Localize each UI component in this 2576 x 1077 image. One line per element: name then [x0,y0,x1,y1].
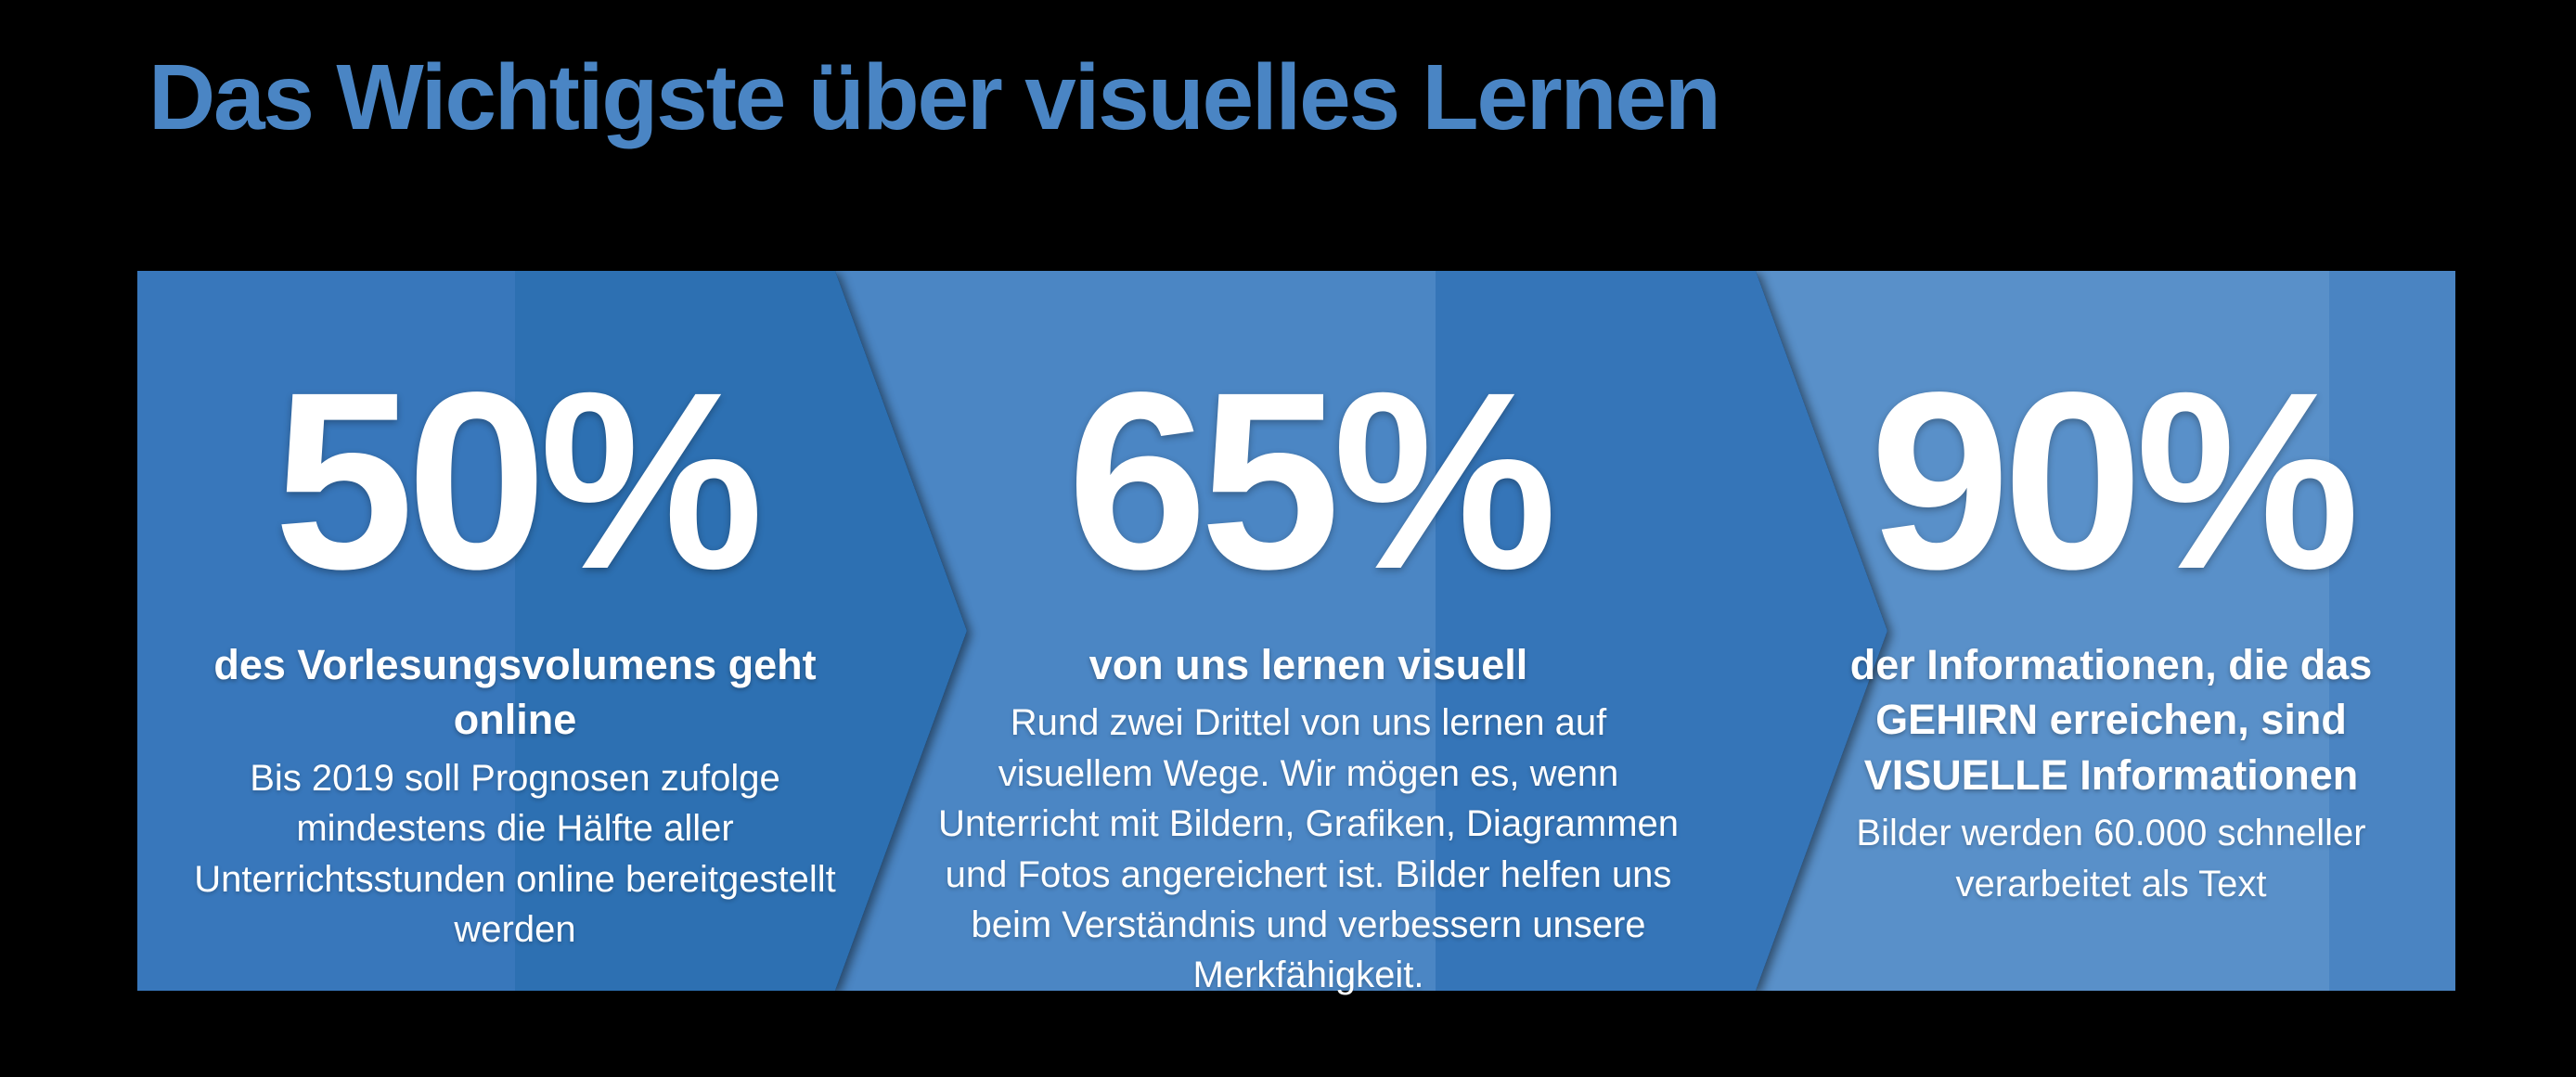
stat-heading-3: der Informationen, die das GEHIRN erreic… [1849,641,2373,799]
chevron-arrow-1 [137,271,967,991]
panel-3: 90% der Informationen, die das GEHIRN er… [1786,271,2436,991]
chevron-arrow-1-highlight [137,271,515,991]
panel-1-text: des Vorlesungsvolumens geht online Bis 2… [162,637,868,955]
stat-value-3: 90% [1870,340,2360,622]
stat-description-1: Bis 2019 soll Prognosen zufolge mindeste… [194,757,836,950]
chevron-arrow-2 [835,271,1887,991]
stat-description-3: Bilder werden 60.000 schneller verarbeit… [1856,813,2366,904]
chevron-shape-2 [137,271,2455,991]
stat-value-1: 50% [274,340,764,622]
chevron-shape-1 [137,271,2455,991]
stat-value-2: 65% [1067,340,1557,622]
slide-title: Das Wichtigste über visuelles Lernen [148,45,1721,149]
stat-description-2: Rund zwei Drittel von uns lernen auf vis… [937,702,1680,996]
panel-2: 65% von uns lernen visuell Rund zwei Dri… [937,271,1680,995]
stat-heading-1: des Vorlesungsvolumens geht online [213,641,817,744]
panel-3-text: der Informationen, die das GEHIRN erreic… [1786,637,2436,909]
panel-1: 50% des Vorlesungsvolumens geht online B… [162,271,868,991]
stat-heading-2: von uns lernen visuell [1088,641,1528,688]
panel-2-text: von uns lernen visuell Rund zwei Drittel… [937,637,1680,1001]
chevron-banner: 50% des Vorlesungsvolumens geht online B… [137,271,2455,995]
